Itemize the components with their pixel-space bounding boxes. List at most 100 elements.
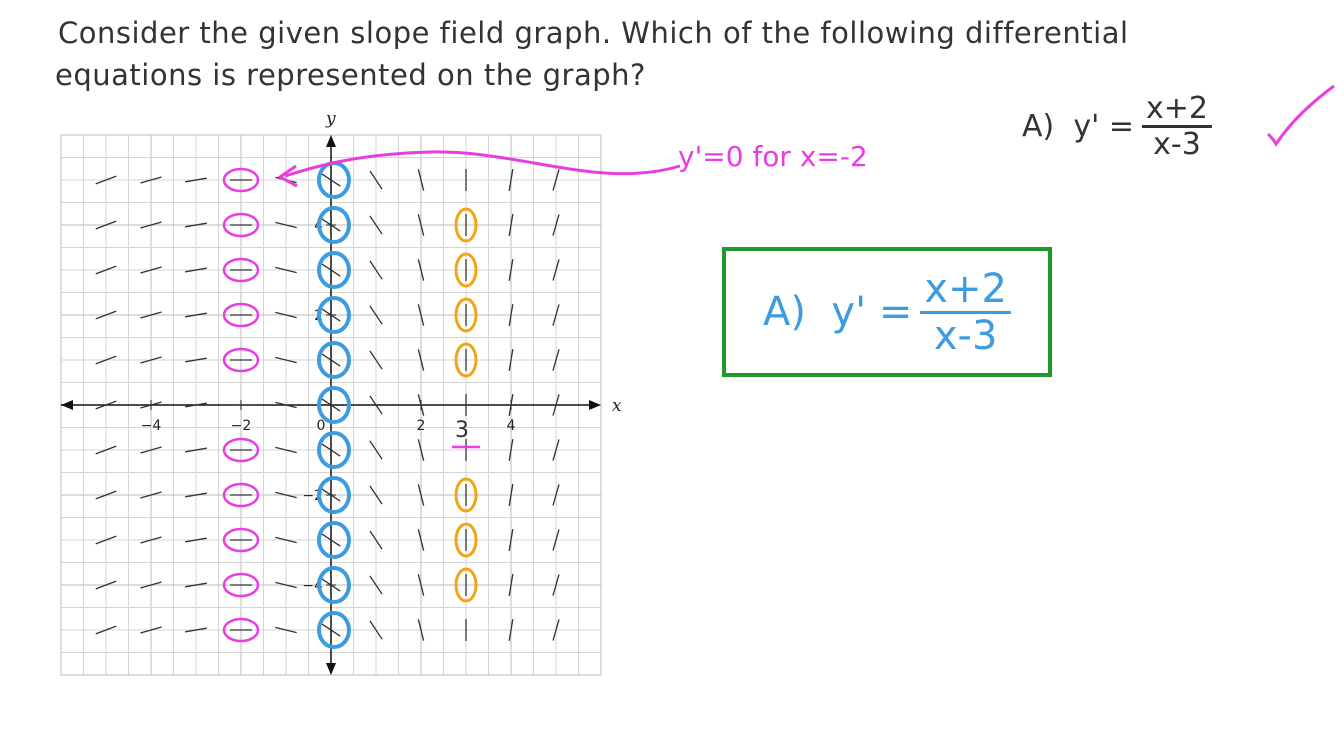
slope-segment xyxy=(95,175,117,185)
slope-segment xyxy=(321,533,341,547)
slope-segment xyxy=(552,619,560,641)
pink-circle xyxy=(222,482,260,508)
slope-segment xyxy=(275,581,297,589)
slope-segment xyxy=(508,484,514,506)
answer-lhs: y' xyxy=(1073,109,1100,144)
answer-denominator: x-3 xyxy=(1153,127,1201,162)
slope-segment xyxy=(417,304,425,326)
checkmark-icon xyxy=(1266,84,1335,147)
orange-circle xyxy=(454,207,478,243)
slope-segment xyxy=(321,353,341,367)
slope-segment xyxy=(275,491,297,499)
slope-segment xyxy=(321,623,341,637)
answer-eq: = xyxy=(1108,109,1135,144)
slope-segment xyxy=(508,619,514,641)
annotation-three: 3 xyxy=(455,418,469,443)
annotation-arrow xyxy=(284,150,681,178)
slope-segment xyxy=(417,484,425,506)
slope-segment xyxy=(552,439,560,461)
orange-circle xyxy=(454,297,478,333)
slope-segment xyxy=(369,395,383,415)
slope-segment xyxy=(140,176,162,184)
answer-box-numerator: x+2 xyxy=(920,267,1011,314)
slope-segment xyxy=(321,578,341,592)
x-tick-label: 4 xyxy=(507,418,516,434)
answer-box-denominator: x-3 xyxy=(933,312,998,359)
slope-segment xyxy=(275,446,297,454)
orange-circle xyxy=(454,522,478,558)
slope-segment xyxy=(552,349,560,371)
slope-segment xyxy=(321,218,341,232)
orange-circle xyxy=(454,252,478,288)
pink-circle xyxy=(222,527,260,553)
pink-circle xyxy=(222,257,260,283)
pink-circle xyxy=(222,212,260,238)
slope-segment xyxy=(275,626,297,634)
slope-segment xyxy=(140,221,162,229)
x-tick-label: 2 xyxy=(417,418,426,434)
slope-segment xyxy=(185,312,207,318)
pink-circle xyxy=(222,437,260,463)
y-axis-arrow-icon xyxy=(326,135,336,147)
pink-circle xyxy=(222,617,260,643)
orange-circle xyxy=(454,342,478,378)
blue-circle xyxy=(317,386,351,424)
slope-segment xyxy=(95,310,117,320)
answer-fraction: x+2 x-3 xyxy=(1142,92,1212,161)
pink-circle xyxy=(222,347,260,373)
y-axis-label: y xyxy=(325,109,336,129)
slope-segment xyxy=(552,484,560,506)
blue-circle xyxy=(317,206,351,244)
slope-segment xyxy=(140,581,162,589)
slope-segment xyxy=(275,311,297,319)
answer-box-eq: = xyxy=(878,289,913,335)
orange-circle xyxy=(454,567,478,603)
slope-segment xyxy=(185,447,207,453)
slope-segment xyxy=(508,394,514,416)
slope-segment xyxy=(275,401,297,409)
blue-circle xyxy=(317,521,351,559)
slope-segment xyxy=(140,311,162,319)
slope-segment xyxy=(508,214,514,236)
slope-segment xyxy=(95,400,117,410)
slope-segment xyxy=(508,304,514,326)
slope-segment xyxy=(95,445,117,455)
slope-segment xyxy=(508,529,514,551)
slope-segment xyxy=(275,536,297,544)
pink-circle xyxy=(222,167,260,193)
blue-circle xyxy=(317,566,351,604)
y-axis-arrow-down-icon xyxy=(326,663,336,675)
answer-label: A) xyxy=(1022,109,1055,144)
slope-segment xyxy=(185,357,207,363)
slope-segment xyxy=(508,439,514,461)
slope-segment xyxy=(140,356,162,364)
slope-segment xyxy=(321,443,341,457)
slope-segment xyxy=(275,221,297,229)
slope-segment xyxy=(552,574,560,596)
slope-segment xyxy=(321,488,341,502)
slope-segment xyxy=(417,394,425,416)
slope-segment xyxy=(95,535,117,545)
slope-segment xyxy=(321,173,341,187)
slope-segment xyxy=(95,625,117,635)
blue-circle xyxy=(317,341,351,379)
slope-segment xyxy=(140,491,162,499)
slope-segment xyxy=(140,536,162,544)
arrow-head-icon xyxy=(277,164,298,188)
slope-segment xyxy=(369,620,383,640)
question-line-2: equations is represented on the graph? xyxy=(55,58,646,92)
x-axis-arrow-left-icon xyxy=(61,400,73,410)
slope-segment xyxy=(185,627,207,633)
slope-segment xyxy=(508,349,514,371)
slope-segment xyxy=(417,574,425,596)
answer-box-lhs: y' xyxy=(831,289,867,335)
x-tick-label: −4 xyxy=(141,418,162,434)
slope-segment xyxy=(185,402,207,408)
answer-box-fraction: x+2 x-3 xyxy=(920,267,1011,358)
orange-circle xyxy=(454,477,478,513)
slope-segment xyxy=(417,169,425,191)
x-axis-arrow-icon xyxy=(589,400,601,410)
slope-segment xyxy=(185,222,207,228)
slope-segment xyxy=(185,177,207,183)
slope-segment xyxy=(508,259,514,281)
